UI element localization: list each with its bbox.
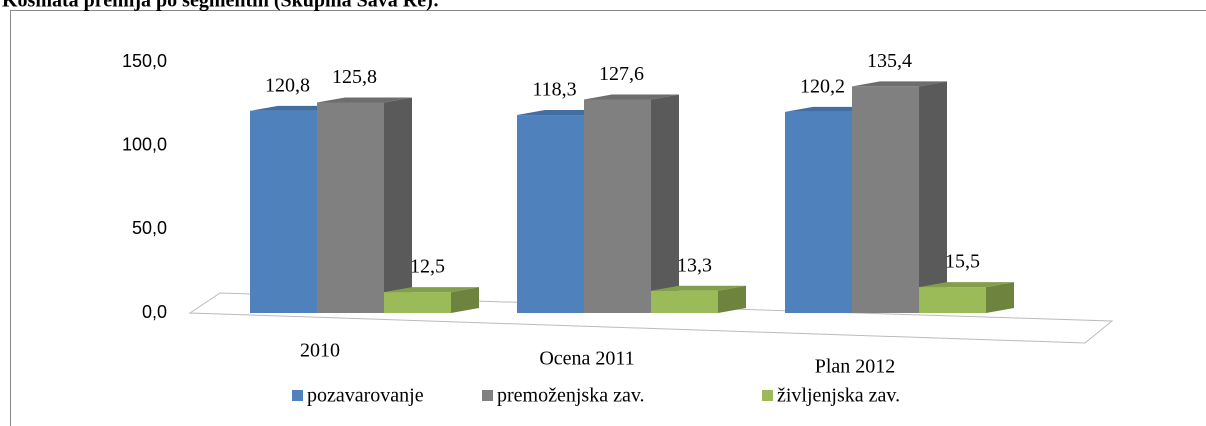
bar-top — [852, 81, 947, 87]
value-label: 118,3 — [532, 79, 576, 101]
bar-side — [384, 97, 412, 314]
bar-side — [451, 287, 479, 313]
bar — [517, 115, 584, 313]
legend-swatch — [482, 390, 493, 401]
bar — [384, 292, 451, 313]
bar — [651, 290, 718, 313]
y-tick-label: 0,0 — [142, 302, 167, 322]
bar — [250, 110, 317, 314]
bar-top — [384, 287, 479, 293]
x-tick-label: Ocena 2011 — [539, 348, 634, 370]
y-tick-label: 50,0 — [132, 218, 167, 238]
value-label: 120,8 — [265, 74, 310, 96]
bar — [584, 99, 651, 313]
value-label: 12,5 — [410, 256, 445, 278]
bar-top — [919, 282, 1014, 288]
bar-side — [919, 81, 947, 313]
chart-title: Kosmata premija po segmentih (Skupina Sa… — [2, 0, 439, 12]
bar-side — [651, 94, 679, 313]
legend-label: premoženjska zav. — [497, 385, 645, 407]
value-label: 15,5 — [945, 251, 980, 273]
value-label: 135,4 — [867, 50, 912, 72]
bar — [317, 102, 384, 314]
legend-swatch — [762, 390, 773, 401]
bar-top — [584, 94, 679, 100]
bar — [852, 86, 919, 313]
bar-side — [986, 282, 1014, 313]
chart-border — [10, 10, 1206, 426]
value-label: 125,8 — [332, 66, 377, 88]
legend-label: življenjska zav. — [777, 385, 900, 407]
y-tick-label: 100,0 — [122, 134, 167, 154]
bar — [919, 287, 986, 313]
value-label: 127,6 — [599, 63, 644, 85]
bar-side — [718, 285, 746, 313]
floor — [188, 292, 1114, 344]
x-tick-label: Plan 2012 — [815, 356, 896, 378]
legend-label: pozavarovanje — [307, 385, 424, 407]
bar-top — [317, 97, 412, 103]
value-label: 120,2 — [800, 75, 845, 97]
value-label: 13,3 — [677, 254, 712, 276]
bar-top — [651, 285, 746, 291]
bar — [785, 111, 852, 314]
y-tick-label: 150,0 — [122, 51, 167, 71]
x-tick-label: 2010 — [300, 340, 340, 362]
legend-swatch — [292, 390, 303, 401]
